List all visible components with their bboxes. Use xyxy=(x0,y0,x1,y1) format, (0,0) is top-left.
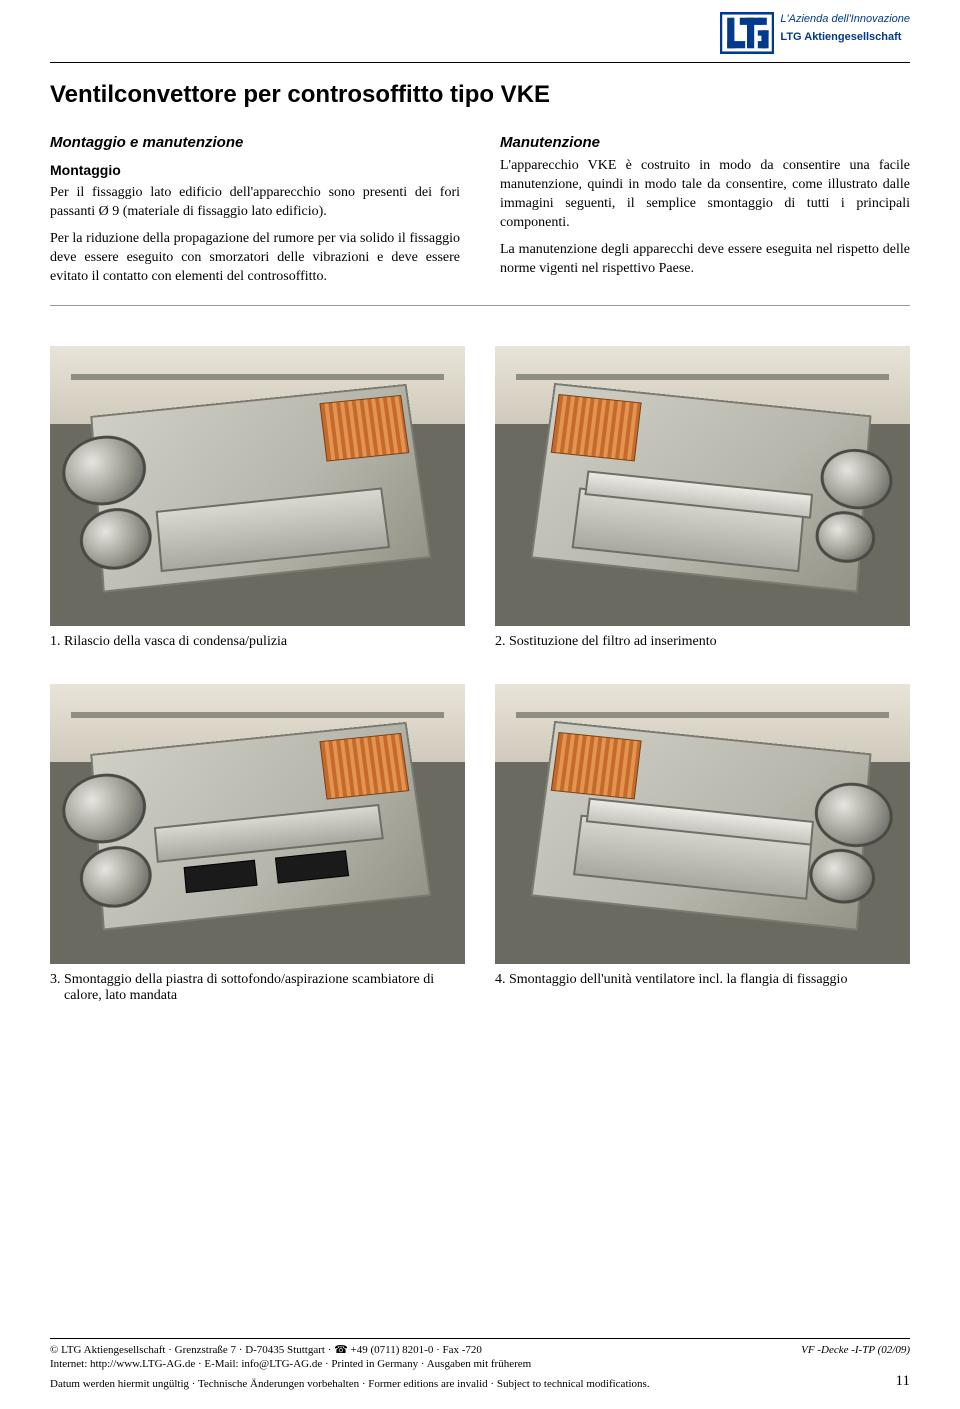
header-tagline: L'Azienda dell'Innovazione xyxy=(780,12,910,26)
footer-line2: Internet: http://www.LTG-AG.de · E-Mail:… xyxy=(50,1357,910,1371)
ltg-logo-icon xyxy=(720,12,774,54)
page-title: Ventilconvettore per controsoffitto tipo… xyxy=(50,81,910,109)
photo-cell-4: 4. Smontaggio dell'unità ventilatore inc… xyxy=(495,684,910,1028)
photo-2 xyxy=(495,346,910,626)
left-para-2: Per la riduzione della propagazione del … xyxy=(50,230,460,287)
footer-address: © LTG Aktiengesellschaft · Grenzstraße 7… xyxy=(50,1343,482,1357)
caption-3: 3. Smontaggio della piastra di sottofond… xyxy=(50,972,465,1004)
footer-doc-code: VF -Decke -I-TP (02/09) xyxy=(801,1343,910,1357)
caption-2: 2. Sostituzione del filtro ad inseriment… xyxy=(495,634,910,650)
right-para-1: L'apparecchio VKE è costruito in modo da… xyxy=(500,157,910,233)
caption-4: 4. Smontaggio dell'unità ventilatore inc… xyxy=(495,972,910,988)
photo-cell-2: 2. Sostituzione del filtro ad inseriment… xyxy=(495,346,910,674)
photo-grid: 1. Rilascio della vasca di condensa/puli… xyxy=(50,346,910,1028)
caption-1: 1. Rilascio della vasca di condensa/puli… xyxy=(50,634,465,650)
photo-cell-3: 3. Smontaggio della piastra di sottofond… xyxy=(50,684,465,1028)
photo-1 xyxy=(50,346,465,626)
logo-block: L'Azienda dell'Innovazione LTG Aktienges… xyxy=(720,12,910,54)
footer-line3: Datum werden hiermit ungültig · Technisc… xyxy=(50,1377,650,1391)
photo-4 xyxy=(495,684,910,964)
page-number: 11 xyxy=(896,1372,910,1392)
right-column: Manutenzione L'apparecchio VKE è costrui… xyxy=(500,133,910,295)
sub-heading-manutenzione: Manutenzione xyxy=(500,133,910,153)
page-footer: © LTG Aktiengesellschaft · Grenzstraße 7… xyxy=(50,1338,910,1391)
section-heading-montaggio: Montaggio e manutenzione xyxy=(50,133,460,153)
right-para-2: La manutenzione degli apparecchi deve es… xyxy=(500,241,910,279)
left-column: Montaggio e manutenzione Montaggio Per i… xyxy=(50,133,460,295)
photo-cell-1: 1. Rilascio della vasca di condensa/puli… xyxy=(50,346,465,674)
mid-rule xyxy=(50,305,910,306)
page-header: L'Azienda dell'Innovazione LTG Aktienges… xyxy=(50,12,910,54)
header-rule xyxy=(50,62,910,63)
intro-columns: Montaggio e manutenzione Montaggio Per i… xyxy=(50,133,910,295)
sub-heading-montaggio: Montaggio xyxy=(50,161,460,180)
header-company: LTG Aktiengesellschaft xyxy=(780,30,910,44)
left-para-1: Per il fissaggio lato edificio dell'appa… xyxy=(50,184,460,222)
photo-3 xyxy=(50,684,465,964)
